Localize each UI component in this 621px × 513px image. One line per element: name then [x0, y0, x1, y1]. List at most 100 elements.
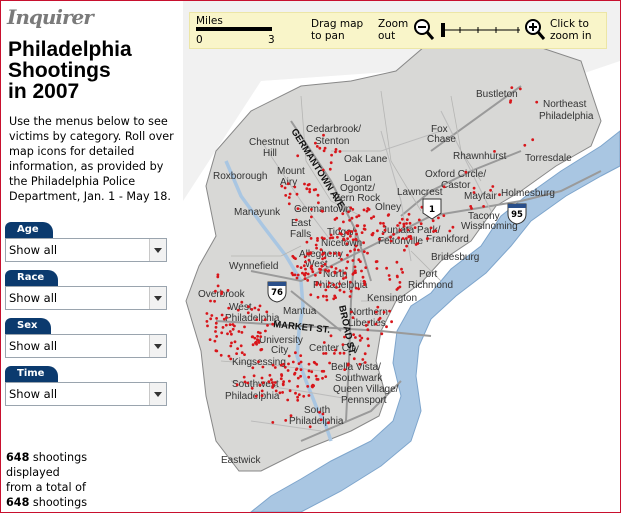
shooting-marker[interactable]: [307, 362, 311, 366]
shooting-marker[interactable]: [222, 317, 226, 321]
shooting-marker[interactable]: [259, 348, 263, 351]
shooting-marker[interactable]: [296, 385, 300, 388]
shooting-marker[interactable]: [322, 294, 325, 298]
shooting-marker[interactable]: [366, 251, 369, 255]
shooting-marker[interactable]: [260, 394, 264, 398]
shooting-marker[interactable]: [296, 207, 300, 211]
shooting-marker[interactable]: [385, 325, 388, 329]
shooting-marker[interactable]: [280, 184, 284, 188]
shooting-marker[interactable]: [303, 182, 306, 186]
shooting-marker[interactable]: [322, 341, 326, 344]
shooting-marker[interactable]: [306, 385, 310, 388]
shooting-marker[interactable]: [413, 226, 417, 230]
shooting-marker[interactable]: [386, 214, 390, 217]
shooting-marker[interactable]: [355, 215, 359, 219]
shooting-marker[interactable]: [342, 277, 345, 280]
shooting-marker[interactable]: [294, 351, 297, 355]
shooting-marker[interactable]: [318, 146, 322, 150]
shooting-marker[interactable]: [214, 321, 218, 325]
shooting-marker[interactable]: [377, 237, 381, 241]
shooting-marker[interactable]: [358, 334, 362, 338]
shooting-marker[interactable]: [271, 386, 274, 389]
shooting-marker[interactable]: [360, 231, 364, 235]
shooting-marker[interactable]: [388, 278, 392, 281]
shooting-marker[interactable]: [390, 320, 393, 324]
shooting-marker[interactable]: [309, 293, 313, 297]
shooting-marker[interactable]: [376, 229, 379, 233]
shooting-marker[interactable]: [314, 273, 317, 277]
zoom-out-icon[interactable]: [413, 18, 435, 42]
shooting-marker[interactable]: [310, 208, 313, 211]
shooting-marker[interactable]: [362, 241, 365, 245]
shooting-marker[interactable]: [338, 288, 342, 292]
shooting-marker[interactable]: [354, 286, 358, 290]
shooting-marker[interactable]: [326, 269, 330, 273]
shooting-marker[interactable]: [361, 275, 365, 279]
shooting-marker[interactable]: [322, 133, 325, 137]
shooting-marker[interactable]: [372, 215, 376, 219]
shooting-marker[interactable]: [214, 325, 218, 329]
shooting-marker[interactable]: [310, 370, 314, 374]
shooting-marker[interactable]: [342, 351, 346, 355]
shooting-marker[interactable]: [348, 280, 352, 284]
shooting-marker[interactable]: [322, 352, 325, 355]
shooting-marker[interactable]: [315, 281, 319, 284]
shooting-marker[interactable]: [254, 394, 258, 398]
shooting-marker[interactable]: [325, 298, 329, 302]
shooting-marker[interactable]: [303, 277, 307, 280]
shooting-marker[interactable]: [363, 352, 367, 356]
shooting-marker[interactable]: [335, 286, 338, 289]
shooting-marker[interactable]: [366, 328, 370, 332]
shooting-marker[interactable]: [482, 205, 485, 208]
shooting-marker[interactable]: [334, 148, 338, 151]
shooting-marker[interactable]: [323, 146, 327, 150]
shooting-marker[interactable]: [295, 192, 299, 196]
shooting-marker[interactable]: [434, 229, 438, 233]
shooting-marker[interactable]: [409, 237, 413, 241]
shooting-marker[interactable]: [333, 352, 336, 355]
shooting-marker[interactable]: [216, 275, 220, 279]
shooting-marker[interactable]: [263, 318, 267, 322]
shooting-marker[interactable]: [224, 323, 228, 327]
shooting-marker[interactable]: [324, 268, 327, 272]
shooting-marker[interactable]: [282, 362, 285, 366]
shooting-marker[interactable]: [377, 318, 381, 321]
shooting-marker[interactable]: [324, 375, 328, 378]
shooting-marker[interactable]: [314, 141, 317, 145]
shooting-marker[interactable]: [352, 333, 355, 336]
shooting-marker[interactable]: [226, 289, 230, 292]
shooting-marker[interactable]: [305, 240, 309, 244]
shooting-marker[interactable]: [236, 308, 240, 312]
shooting-marker[interactable]: [267, 380, 271, 384]
shooting-marker[interactable]: [321, 412, 325, 416]
shooting-marker[interactable]: [354, 336, 357, 339]
shooting-marker[interactable]: [287, 362, 290, 366]
shooting-marker[interactable]: [256, 334, 259, 338]
shooting-marker[interactable]: [404, 237, 408, 240]
shooting-marker[interactable]: [365, 209, 369, 213]
shooting-marker[interactable]: [261, 365, 265, 369]
shooting-marker[interactable]: [273, 381, 277, 384]
shooting-marker[interactable]: [315, 283, 318, 287]
shooting-marker[interactable]: [360, 336, 364, 340]
shooting-marker[interactable]: [323, 256, 327, 260]
shooting-marker[interactable]: [319, 248, 323, 252]
shooting-marker[interactable]: [209, 317, 213, 321]
shooting-marker[interactable]: [299, 360, 303, 364]
shooting-marker[interactable]: [350, 230, 354, 233]
shooting-marker[interactable]: [220, 331, 224, 335]
shooting-marker[interactable]: [215, 349, 219, 353]
shooting-marker[interactable]: [323, 237, 326, 241]
shooting-marker[interactable]: [265, 310, 269, 314]
shooting-marker[interactable]: [220, 290, 224, 294]
shooting-marker[interactable]: [401, 271, 404, 274]
shooting-marker[interactable]: [260, 389, 264, 393]
shooting-marker[interactable]: [288, 379, 291, 383]
shooting-marker[interactable]: [246, 381, 250, 385]
shooting-marker[interactable]: [306, 272, 310, 276]
shooting-marker[interactable]: [346, 253, 349, 257]
shooting-marker[interactable]: [316, 295, 320, 299]
shooting-marker[interactable]: [367, 344, 370, 348]
shooting-marker[interactable]: [240, 331, 244, 334]
shooting-marker[interactable]: [260, 376, 264, 380]
